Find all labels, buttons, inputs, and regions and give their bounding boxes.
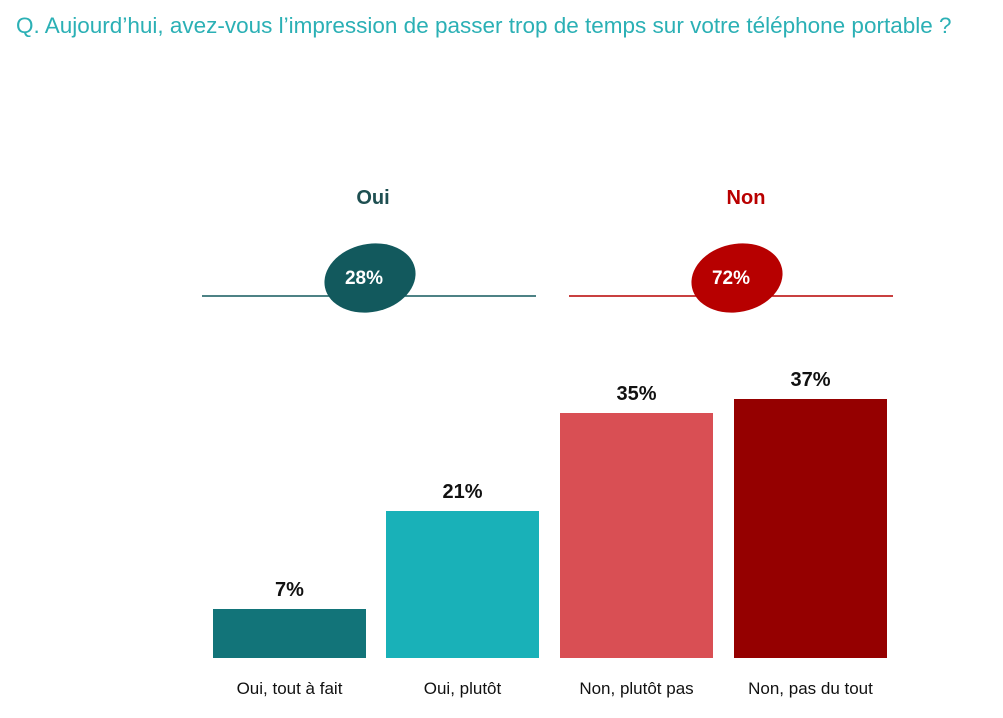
group-total-oui: 28% (345, 268, 383, 289)
group-bubble-non (691, 243, 783, 313)
group-bubble-oui (324, 243, 416, 313)
bar-non-plutot-pas (560, 413, 713, 658)
group-total-non: 72% (712, 268, 750, 289)
value-label-non-plutot-pas: 35% (616, 383, 656, 405)
category-label-oui-plutot: Oui, plutôt (424, 679, 502, 698)
group-label-oui: Oui (356, 187, 389, 209)
bar-oui-tout-a-fait (213, 609, 366, 658)
category-label-oui-tout-a-fait: Oui, tout à fait (237, 679, 343, 698)
group-label-non: Non (727, 187, 766, 209)
category-label-non-plutot-pas: Non, plutôt pas (579, 679, 693, 698)
value-label-oui-tout-a-fait: 7% (275, 579, 304, 601)
value-label-oui-plutot: 21% (442, 481, 482, 503)
value-label-non-pas-du-tout: 37% (790, 369, 830, 391)
bar-oui-plutot (386, 511, 539, 658)
category-label-non-pas-du-tout: Non, pas du tout (748, 679, 873, 698)
bar-non-pas-du-tout (734, 399, 887, 658)
question-title: Q. Aujourd’hui, avez-vous l’impression d… (16, 13, 952, 38)
